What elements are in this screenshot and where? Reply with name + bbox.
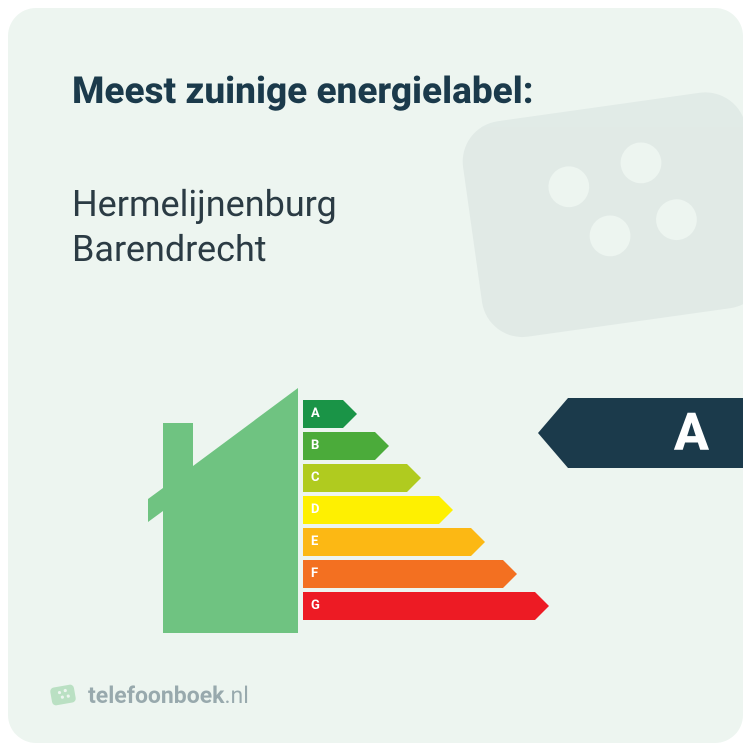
energy-bar-letter: D — [311, 496, 319, 524]
energy-bar-shape — [303, 528, 485, 556]
energy-label-diagram: ABCDEFG — [148, 388, 538, 633]
location-line2: Barendrecht — [72, 228, 267, 270]
footer-brand-thin: .nl — [224, 682, 248, 709]
energy-bar-letter: B — [311, 432, 319, 460]
footer-logo-icon — [48, 680, 78, 710]
footer: telefoonboek.nl — [48, 680, 249, 710]
rating-badge: A — [538, 398, 743, 468]
location-line1: Hermelijnenburg — [72, 183, 337, 225]
energy-bar-letter: G — [311, 592, 320, 620]
page-title: Meest zuinige energielabel: — [72, 70, 534, 113]
energy-label-card: Meest zuinige energielabel: Hermelijnenb… — [8, 8, 743, 743]
location-text: Hermelijnenburg Barendrecht — [72, 182, 337, 272]
energy-bar-letter: A — [311, 400, 320, 428]
rating-badge-letter: A — [674, 398, 709, 468]
energy-bar-shape — [303, 464, 421, 492]
energy-bar-letter: F — [311, 560, 318, 588]
energy-bar-letter: E — [311, 528, 318, 556]
house-icon — [148, 388, 298, 633]
footer-brand-bold: telefoonboek — [88, 682, 224, 709]
energy-bar-shape — [303, 496, 453, 524]
energy-bar-letter: C — [311, 464, 320, 492]
energy-bar-shape — [303, 560, 517, 588]
footer-brand: telefoonboek.nl — [88, 682, 249, 709]
energy-bar-shape — [303, 592, 549, 620]
